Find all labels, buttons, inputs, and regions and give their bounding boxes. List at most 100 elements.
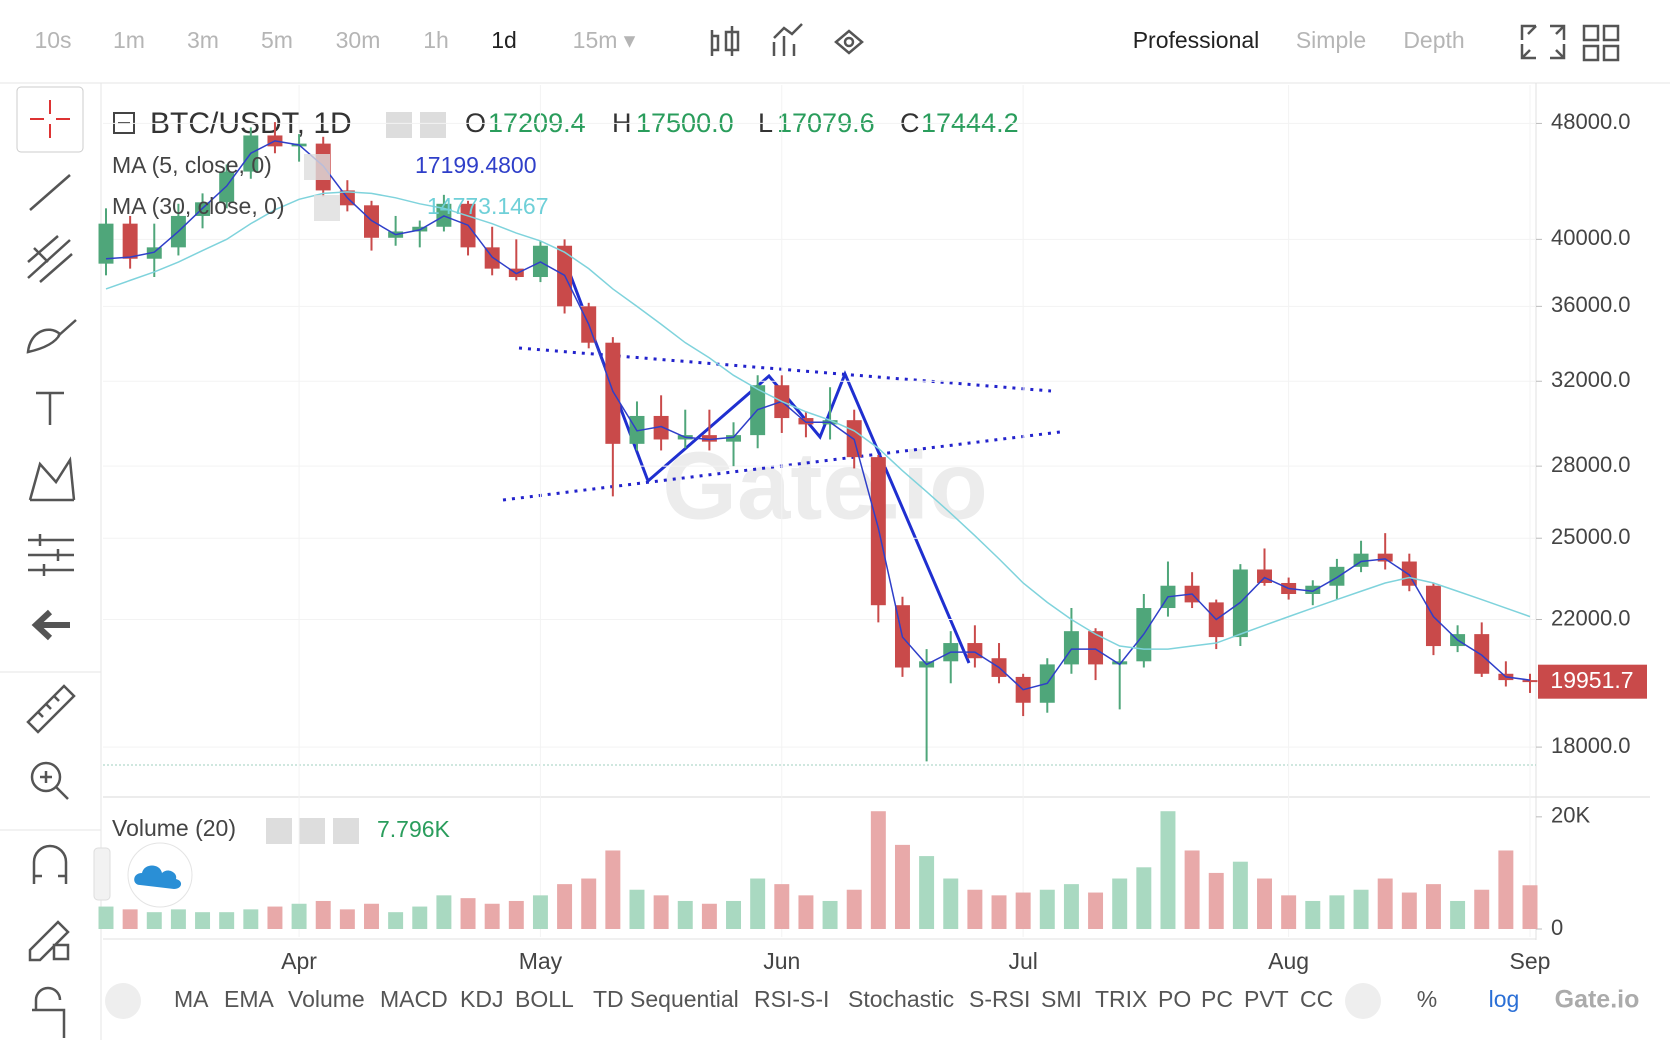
collapse-tab[interactable] <box>93 847 111 901</box>
candle-body <box>798 418 814 425</box>
interval-button[interactable]: 5m <box>261 27 293 53</box>
indicator-button[interactable]: TRIX <box>1095 986 1147 1012</box>
volume-bar <box>219 912 235 929</box>
volume-bar <box>1063 884 1079 929</box>
settings-button[interactable] <box>420 112 446 138</box>
candle-body <box>1088 631 1104 665</box>
view-button[interactable]: Professional <box>1133 27 1260 53</box>
x-tick-label: Sep <box>1510 948 1551 974</box>
interval-button[interactable]: 30m <box>336 27 381 53</box>
volume-bar <box>1184 850 1200 929</box>
volume-bar <box>629 889 645 929</box>
volume-bar <box>1498 850 1514 929</box>
fullscreen-icon[interactable] <box>1520 24 1566 60</box>
fib-tool[interactable] <box>27 235 73 283</box>
candle-body <box>146 247 162 259</box>
indicator-button[interactable]: MACD <box>380 986 448 1012</box>
interval-button[interactable]: 1m <box>113 27 145 53</box>
text-tool[interactable] <box>36 391 64 425</box>
ruler-tool[interactable] <box>26 684 76 734</box>
indicator-button[interactable]: SMI <box>1041 986 1082 1012</box>
lock-tool[interactable] <box>32 986 66 1038</box>
settings-button[interactable] <box>299 818 325 844</box>
volume-bar <box>508 900 524 929</box>
candle-body <box>1377 553 1393 562</box>
interval-button[interactable]: 10s <box>34 27 71 53</box>
brush-tool[interactable] <box>26 319 77 354</box>
close-button[interactable] <box>333 818 359 844</box>
interval-button[interactable]: 3m <box>187 27 219 53</box>
scroll-left[interactable] <box>105 983 141 1019</box>
indicators-icon[interactable] <box>772 23 803 56</box>
magnet-tool[interactable] <box>32 844 68 884</box>
volume-bar <box>846 889 862 929</box>
pattern-tool[interactable] <box>28 456 76 502</box>
eye-button[interactable] <box>314 195 340 221</box>
indicator-button[interactable]: S-RSI <box>969 986 1030 1012</box>
volume-bar <box>460 898 476 929</box>
volume-bar <box>170 909 186 929</box>
indicator-button[interactable]: RSI-S-I <box>754 986 829 1012</box>
y-tick-label: 28000.0 <box>1551 452 1631 477</box>
interval-button[interactable]: 15m ▾ <box>573 27 636 53</box>
zoom-tool[interactable] <box>30 761 62 793</box>
volume-bar <box>726 900 742 929</box>
candle-body <box>122 223 138 259</box>
option-button[interactable]: log <box>1489 986 1520 1012</box>
indicator-button[interactable]: PVT <box>1244 986 1289 1012</box>
volume-bar <box>1329 895 1345 929</box>
volume-bar <box>388 912 404 929</box>
candle-body <box>605 342 621 444</box>
candle-body <box>1112 661 1128 665</box>
ma-legend: MA (30, close, 0) <box>112 193 285 219</box>
volume-bar <box>364 903 379 929</box>
indicator-button[interactable]: MA <box>174 986 209 1012</box>
ma-legend-value: 17199.4800 <box>415 152 537 178</box>
settings-icon[interactable] <box>834 29 864 55</box>
ma-line <box>105 191 1531 650</box>
view-button[interactable]: Depth <box>1403 27 1464 53</box>
indicator-button[interactable]: Stochastic <box>848 986 954 1012</box>
volume-bar <box>1425 884 1441 929</box>
indicator-button[interactable]: TD Sequential <box>593 986 739 1012</box>
option-button[interactable]: % <box>1417 986 1437 1012</box>
eye-button[interactable] <box>304 154 330 180</box>
indicator-button[interactable]: PO <box>1158 986 1191 1012</box>
indicator-button[interactable]: CC <box>1300 986 1333 1012</box>
line-tool[interactable] <box>29 174 71 211</box>
indicator-button[interactable]: Volume <box>288 986 365 1012</box>
eye-button[interactable] <box>266 818 292 844</box>
volume-bar <box>991 895 1007 929</box>
indicator-button[interactable]: KDJ <box>460 986 503 1012</box>
y-tick-label: 20K <box>1551 803 1590 828</box>
view-button[interactable]: Simple <box>1296 27 1366 53</box>
indicator-button[interactable]: EMA <box>224 986 275 1012</box>
volume-bar <box>267 906 283 929</box>
y-tick-label: 22000.0 <box>1551 605 1631 630</box>
chart-type-icon[interactable] <box>710 26 740 56</box>
volume-legend-value: 7.796K <box>377 816 451 842</box>
candle-body <box>653 415 669 440</box>
indicator-button[interactable]: PC <box>1201 986 1233 1012</box>
volume-bar <box>1112 878 1128 929</box>
volume-bar <box>1257 878 1272 929</box>
crosshair-icon <box>30 100 70 138</box>
crosshair-tool[interactable] <box>16 86 84 153</box>
prediction-tool[interactable] <box>28 534 74 576</box>
volume-bar <box>967 889 983 929</box>
interval-button[interactable]: 1h <box>423 27 449 53</box>
back-tool[interactable] <box>31 609 70 641</box>
indicator-button[interactable]: BOLL <box>515 986 574 1012</box>
y-tick-label: 40000.0 <box>1551 225 1631 250</box>
price-tag-label: 19951.7 <box>1550 667 1633 693</box>
eye-button[interactable] <box>386 112 412 138</box>
volume-bar <box>1377 878 1393 929</box>
candle-body <box>1522 680 1538 683</box>
lock-draw-tool[interactable] <box>28 920 70 962</box>
interval-button[interactable]: 1d <box>491 27 517 53</box>
x-tick-label: May <box>519 948 563 974</box>
scroll-right[interactable] <box>1345 983 1381 1019</box>
volume-bar <box>1160 811 1176 929</box>
layout-icon[interactable] <box>1582 24 1620 62</box>
